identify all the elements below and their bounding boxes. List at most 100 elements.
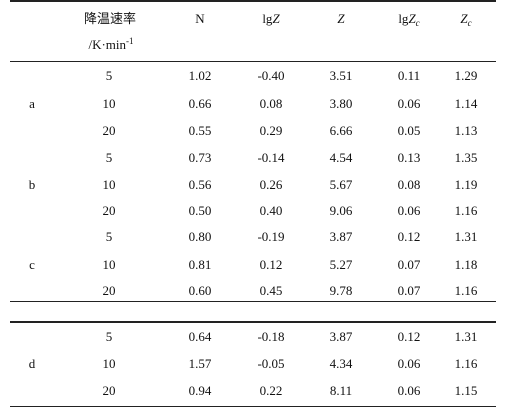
cell-lgz: -0.18 [257,329,285,344]
cell-rate: 10 [102,356,116,371]
cell-n: 0.60 [188,283,212,298]
cell-lgzc: 0.12 [397,229,421,244]
cell-rate: 20 [102,383,116,398]
cell-lgz: -0.14 [257,150,285,165]
group-label-b: b [28,177,36,192]
cell-n: 0.64 [188,329,212,344]
cell-n: 0.94 [188,383,212,398]
cell-lgz: 0.26 [259,177,283,192]
header-col-zc-sub: c [467,18,472,28]
header-col-zc-var: Z [460,11,468,26]
header-col-lgzc: lgZc [384,9,434,29]
group-label-a: a [29,96,35,111]
cell-n: 0.56 [188,177,212,192]
cell-lgzc: 0.13 [397,150,421,165]
cell-z: 8.11 [329,383,353,398]
cell-zc: 1.35 [454,150,478,165]
cell-zc: 1.19 [454,177,478,192]
cell-zc: 1.29 [454,68,478,83]
cell-zc: 1.16 [454,203,478,218]
cell-zc: 1.14 [454,96,478,111]
cell-zc: 1.18 [454,257,478,272]
cell-lgz: -0.05 [257,356,285,371]
cell-rate: 20 [102,123,116,138]
section-bottom-rule [10,301,496,302]
cell-lgzc: 0.11 [397,68,421,83]
cell-z: 9.78 [329,283,353,298]
cell-lgz: 0.08 [259,96,283,111]
header-col-lgz-prefix: lg [262,11,273,26]
cell-n: 1.57 [188,356,212,371]
cell-rate: 10 [102,257,116,272]
cell-z: 5.27 [329,257,353,272]
cell-z: 6.66 [329,123,353,138]
cell-z: 4.34 [329,356,353,371]
cell-lgzc: 0.08 [397,177,421,192]
cell-zc: 1.31 [454,329,478,344]
cell-lgz: 0.29 [259,123,283,138]
header-col-zc: Zc [446,9,486,29]
header-rate-label-line1: 降温速率 [83,11,136,26]
header-col-z: Z [326,9,356,29]
header-rate-unit-text: /K·min [88,37,127,52]
table-bottom-rule [10,406,496,407]
cell-n: 0.50 [188,203,212,218]
header-col-lgz-var: Z [272,11,280,26]
cell-lgzc: 0.06 [397,96,421,111]
cell-rate: 10 [102,96,116,111]
cell-n: 1.02 [188,68,212,83]
cell-n: 0.55 [188,123,212,138]
header-col-lgz: lgZ [246,9,296,29]
cell-lgzc: 0.06 [397,203,421,218]
cell-lgzc: 0.06 [397,356,421,371]
group-label-d: d [28,356,36,371]
cell-rate: 5 [105,329,113,344]
cell-n: 0.66 [188,96,212,111]
cell-lgz: -0.40 [257,68,285,83]
cell-rate: 5 [105,150,113,165]
cell-lgzc: 0.05 [397,123,421,138]
cell-z: 3.51 [329,68,353,83]
cell-n: 0.73 [188,150,212,165]
group-label-c: c [29,257,35,272]
cell-n: 0.80 [188,229,212,244]
cell-zc: 1.16 [454,356,478,371]
cell-lgzc: 0.06 [397,383,421,398]
cell-lgz: 0.12 [259,257,283,272]
cell-z: 5.67 [329,177,353,192]
cell-z: 4.54 [329,150,353,165]
cell-zc: 1.31 [454,229,478,244]
cell-n: 0.81 [188,257,212,272]
cell-rate: 5 [105,229,113,244]
cell-rate: 10 [102,177,116,192]
cell-lgzc: 0.07 [397,283,421,298]
header-rate-label: 降温速率 [80,9,140,29]
cell-z: 9.06 [329,203,353,218]
cell-rate: 5 [105,68,113,83]
table-top-rule [10,0,496,2]
header-bottom-rule [10,61,496,62]
header-col-lgzc-var: Z [408,11,416,26]
header-col-n: N [180,9,220,29]
cell-z: 3.80 [329,96,353,111]
cell-zc: 1.15 [454,383,478,398]
cell-z: 3.87 [329,229,353,244]
cell-zc: 1.13 [454,123,478,138]
cell-z: 3.87 [329,329,353,344]
header-col-lgzc-sub: c [415,18,420,28]
header-col-n-text: N [195,11,205,26]
header-col-lgzc-prefix: lg [398,11,409,26]
section-top-rule [10,321,496,323]
cell-lgzc: 0.07 [397,257,421,272]
cell-zc: 1.16 [454,283,478,298]
cell-lgz: -0.19 [257,229,285,244]
cell-rate: 20 [102,203,116,218]
cell-lgzc: 0.12 [397,329,421,344]
cell-rate: 20 [102,283,116,298]
header-col-z-var: Z [337,11,345,26]
cell-lgz: 0.22 [259,383,283,398]
cell-lgz: 0.40 [259,203,283,218]
header-rate-unit: /K·min-1 [78,35,144,55]
header-rate-unit-exp: -1 [126,36,134,46]
cell-lgz: 0.45 [259,283,283,298]
